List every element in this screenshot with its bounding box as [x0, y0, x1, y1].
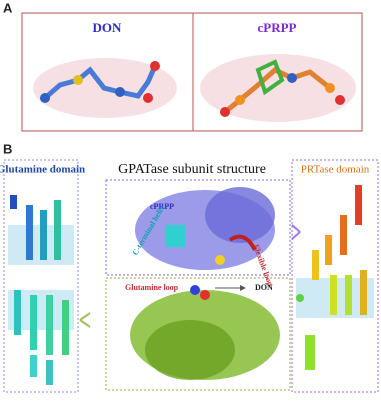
protein-structure [130, 187, 280, 380]
domain-box [291, 159, 379, 393]
annotation: Flexible loop [251, 243, 275, 288]
structure-title: GPATase subunit structure [118, 162, 266, 177]
prtase-box [105, 179, 291, 276]
don-molecule [33, 58, 177, 118]
annotation: Glutamine loop [125, 283, 179, 292]
annotation: cPRPP [150, 202, 174, 211]
arrow [79, 312, 91, 328]
annotation: DON [255, 283, 273, 292]
arrow [291, 224, 301, 240]
domain-label: PRTase domain [301, 164, 370, 176]
domain-box [3, 159, 79, 393]
cprpp-molecule [200, 54, 356, 122]
prtase-topology [296, 185, 374, 370]
molecule-title: cPRPP [258, 20, 297, 35]
glutamine-topology [8, 195, 74, 385]
molecule-title: DON [93, 20, 123, 35]
panel-label: A [3, 0, 13, 15]
glutamine-box [105, 277, 291, 391]
domain-label: Glutamine domain [0, 164, 85, 176]
panel-label: B [3, 141, 12, 156]
